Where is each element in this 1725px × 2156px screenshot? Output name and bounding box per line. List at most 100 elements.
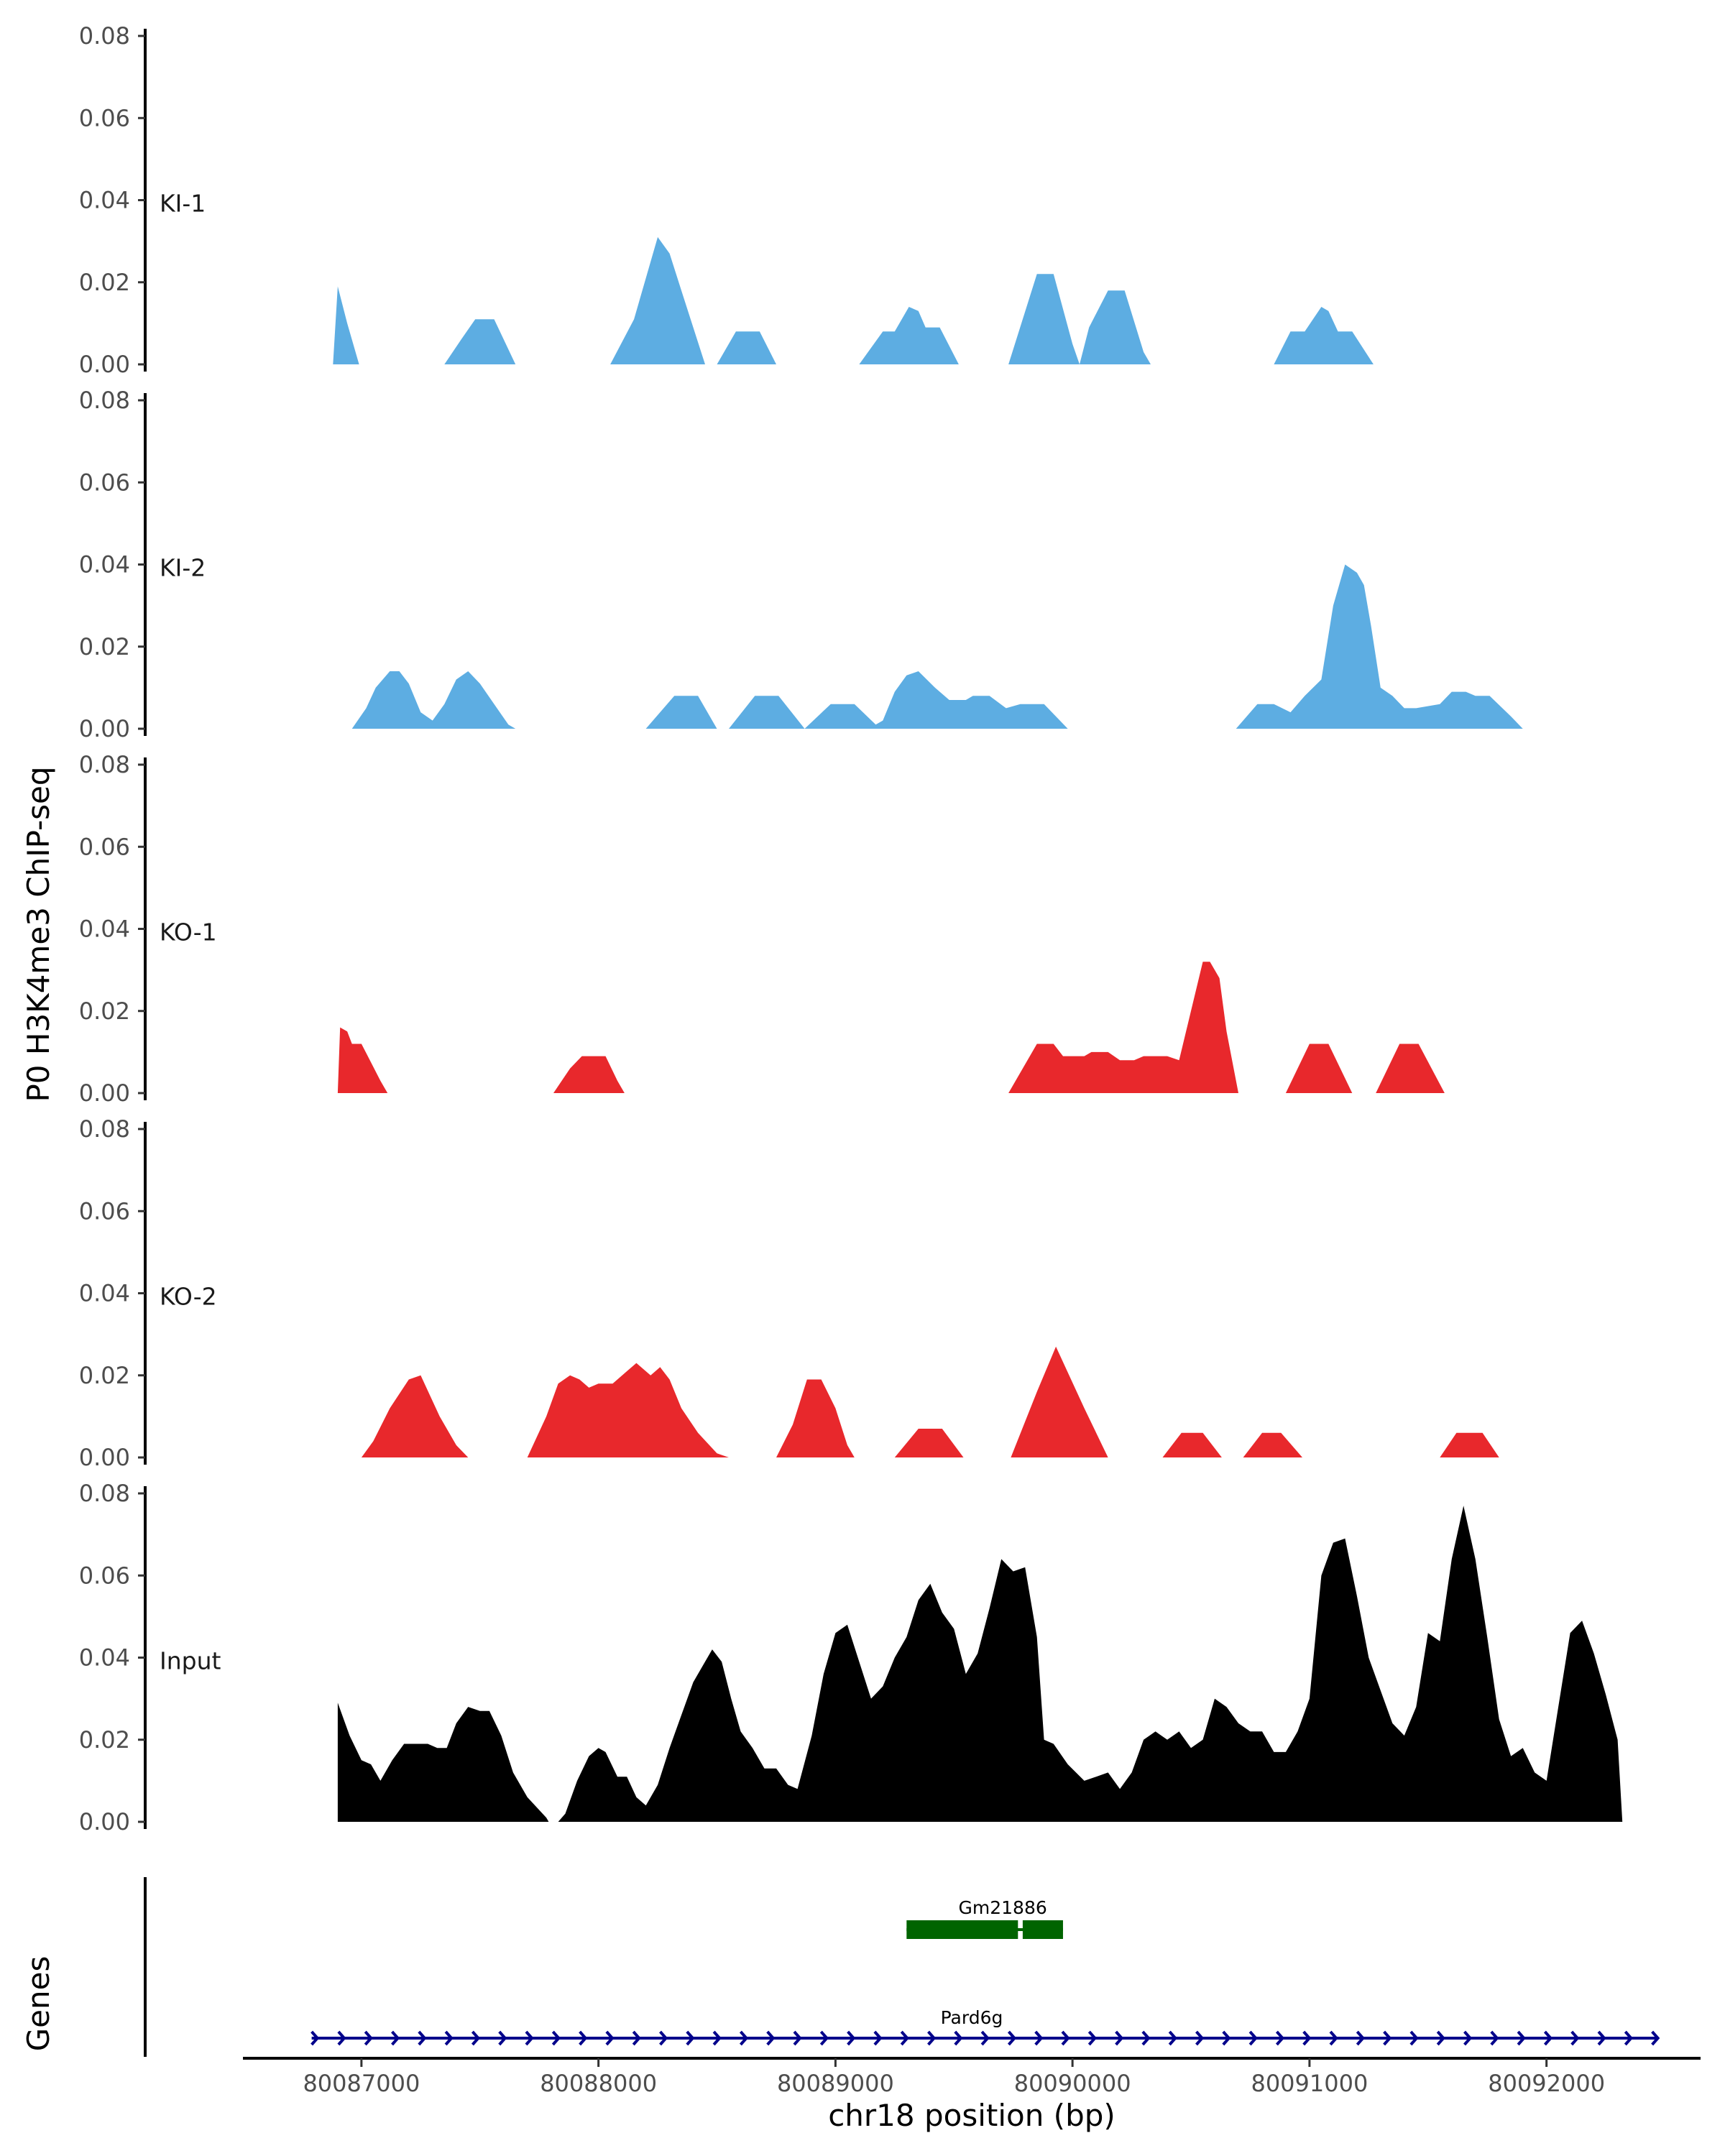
coverage-peak	[553, 1056, 625, 1093]
track-input: 0.00 0.02 0.04 0.06 0.08 Input	[79, 1480, 1623, 1835]
strand-arrow	[927, 2030, 937, 2046]
coverage-peak	[1008, 274, 1151, 364]
strand-arrow	[605, 2030, 615, 2046]
strand-arrow	[1624, 2030, 1634, 2046]
y-tick-label: 0.00	[79, 1808, 130, 1835]
coverage-peak	[351, 671, 516, 729]
x-axis-title: chr18 position (bp)	[828, 2098, 1116, 2133]
strand-arrow	[686, 2030, 695, 2046]
gene-gm21886: Gm21886	[906, 1897, 1063, 1939]
y-tick-label: 0.02	[79, 269, 130, 296]
x-tick-label: 80091000	[1251, 2070, 1368, 2097]
y-tick-label: 0.06	[79, 1562, 130, 1589]
track-label: Input	[160, 1647, 221, 1675]
track-ko-2: 0.00 0.02 0.04 0.06 0.08 KO-2	[79, 1115, 1499, 1471]
strand-arrow	[819, 2030, 829, 2046]
y-tick-label: 0.08	[79, 751, 130, 778]
strand-arrow	[1141, 2030, 1151, 2046]
track-label: KO-2	[160, 1283, 217, 1311]
strand-arrow	[444, 2030, 454, 2046]
y-tick-label: 0.06	[79, 104, 130, 132]
coverage-peak	[444, 319, 516, 364]
y-tick-label: 0.04	[79, 187, 130, 214]
y-tick-label: 0.02	[79, 998, 130, 1025]
y-tick-label: 0.00	[79, 1079, 130, 1107]
coverage-peak	[1236, 564, 1523, 729]
genes-layer: Gm21886 Pard6g	[144, 1877, 1660, 2057]
coverage-peak	[610, 236, 705, 364]
coverage-peak	[333, 286, 359, 364]
y-axis-title: P0 H3K4me3 ChIP-seq	[21, 766, 56, 1102]
strand-arrow	[793, 2030, 802, 2046]
y-tick-label: 0.08	[79, 1480, 130, 1507]
x-tick-label: 80092000	[1488, 2070, 1605, 2097]
gene-label: Pard6g	[941, 2007, 1003, 2028]
strand-arrow	[900, 2030, 909, 2046]
coverage-peak	[776, 1379, 855, 1457]
x-tick-label: 80090000	[1014, 2070, 1131, 2097]
y-tick-label: 0.06	[79, 833, 130, 860]
strand-arrow	[1517, 2030, 1526, 2046]
strand-arrow	[659, 2030, 668, 2046]
y-tick-label: 0.06	[79, 1197, 130, 1225]
track-ko-1: 0.00 0.02 0.04 0.06 0.08 KO-1	[79, 751, 1445, 1107]
y-tick-label: 0.06	[79, 469, 130, 496]
strand-arrow	[1168, 2030, 1177, 2046]
genes-axis-title: Genes	[21, 1956, 56, 2052]
gene-exon	[906, 1920, 1018, 1939]
strand-arrow	[1597, 2030, 1606, 2046]
strand-arrow	[766, 2030, 776, 2046]
strand-arrow	[1007, 2030, 1017, 2046]
gene-label: Gm21886	[959, 1897, 1047, 1918]
strand-arrow	[1409, 2030, 1419, 2046]
y-tick-label: 0.08	[79, 1115, 130, 1143]
coverage-peak	[1162, 1432, 1222, 1457]
y-tick-label: 0.04	[79, 1644, 130, 1672]
x-axis: 80087000 80088000 80089000 80090000 80091000…	[243, 2057, 1701, 2097]
strand-arrow	[1490, 2030, 1499, 2046]
coverage-peak	[1243, 1432, 1302, 1457]
track-label: KI-2	[160, 554, 206, 582]
strand-arrow	[471, 2030, 481, 2046]
gene-pard6g: Pard6g	[310, 2007, 1660, 2046]
strand-arrow	[1543, 2030, 1553, 2046]
strand-arrow	[1275, 2030, 1285, 2046]
strand-arrow	[579, 2030, 588, 2046]
x-tick-label: 80087000	[303, 2070, 420, 2097]
coverage-peak	[1011, 1346, 1108, 1457]
coverage-peak	[337, 1027, 388, 1093]
strand-arrow	[1329, 2030, 1338, 2046]
y-tick-label: 0.00	[79, 715, 130, 742]
coverage-peak	[859, 307, 959, 364]
coverage-peak	[1440, 1432, 1499, 1457]
coverage-peak	[361, 1375, 469, 1457]
strand-arrow	[980, 2030, 990, 2046]
strand-arrow	[418, 2030, 427, 2046]
strand-arrow	[498, 2030, 507, 2046]
x-tick-label: 80088000	[540, 2070, 657, 2097]
strand-arrow	[364, 2030, 373, 2046]
strand-arrow	[1436, 2030, 1445, 2046]
coverage-peak	[645, 696, 717, 729]
gene-exon	[1022, 1920, 1063, 1939]
coverage-peak	[1008, 962, 1238, 1093]
strand-arrow	[1195, 2030, 1205, 2046]
strand-arrow	[1302, 2030, 1312, 2046]
x-tick-label: 80089000	[777, 2070, 894, 2097]
track-label: KO-1	[160, 918, 217, 946]
strand-arrow	[1248, 2030, 1258, 2046]
strand-arrow	[1383, 2030, 1392, 2046]
strand-arrow	[739, 2030, 749, 2046]
y-tick-label: 0.08	[79, 22, 130, 50]
strand-arrow	[337, 2030, 346, 2046]
coverage-peak	[1274, 307, 1374, 364]
strand-arrow	[551, 2030, 561, 2046]
coverage-peak	[804, 671, 1068, 729]
strand-arrow	[712, 2030, 722, 2046]
track-ki-1: 0.00 0.02 0.04 0.06 0.08 KI-1	[79, 22, 1374, 378]
track-ki-2: 0.00 0.02 0.04 0.06 0.08 KI-2	[79, 387, 1523, 742]
strand-arrow	[632, 2030, 641, 2046]
y-tick-label: 0.04	[79, 916, 130, 943]
strand-arrow	[1356, 2030, 1366, 2046]
